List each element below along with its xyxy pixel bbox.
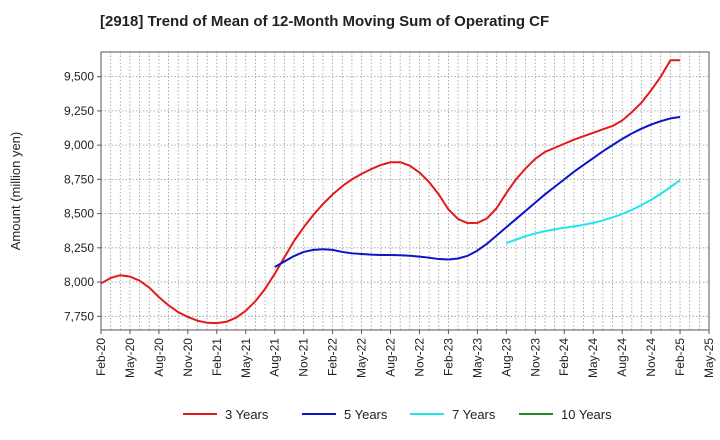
- series-line-7-years: [505, 179, 681, 244]
- x-tick-label: Feb-22: [326, 338, 340, 376]
- x-tick-label: Feb-21: [210, 338, 224, 376]
- y-tick-label: 7,750: [64, 309, 94, 323]
- y-tick-label: 8,250: [64, 241, 94, 255]
- series-line-3-years: [100, 59, 681, 325]
- legend-label: 3 Years: [225, 407, 269, 422]
- legend: 3 Years 5 Years 7 Years 10 Years: [183, 407, 612, 422]
- x-tick-label: May-20: [123, 338, 137, 378]
- y-axis: 7,750 8,000 8,250 8,500 8,750 9,000 9,250 9,500: [64, 70, 101, 323]
- legend-label: 7 Years: [452, 407, 496, 422]
- x-tick-label: Nov-21: [297, 338, 311, 377]
- x-tick-label: Nov-22: [412, 338, 426, 377]
- x-tick-label: May-24: [586, 338, 600, 378]
- legend-label: 10 Years: [561, 407, 612, 422]
- x-tick-label: May-23: [470, 338, 484, 378]
- y-tick-label: 8,000: [64, 275, 94, 289]
- x-tick-label: Nov-24: [644, 338, 658, 377]
- x-tick-label: May-22: [355, 338, 369, 378]
- chart-title: [2918] Trend of Mean of 12-Month Moving …: [100, 13, 549, 30]
- x-tick-label: Feb-24: [557, 338, 571, 376]
- x-tick-label: Feb-25: [673, 338, 687, 376]
- x-axis: Feb-20 May-20 Aug-20 Nov-20 Feb-21 May-21 Aug-…: [94, 330, 716, 378]
- x-tick-label: Aug-21: [268, 338, 282, 377]
- y-axis-label: Amount (million yen): [8, 132, 23, 251]
- y-tick-label: 9,000: [64, 138, 94, 152]
- y-tick-label: 9,500: [64, 70, 94, 84]
- x-tick-label: May-21: [239, 338, 253, 378]
- plot-area: [100, 51, 710, 331]
- y-tick-label: 8,500: [64, 207, 94, 221]
- x-tick-label: Nov-20: [181, 338, 195, 377]
- series-lines: [100, 59, 681, 325]
- x-tick-label: Aug-23: [499, 338, 513, 377]
- x-tick-label: Aug-24: [615, 338, 629, 377]
- x-tick-label: May-25: [702, 338, 716, 378]
- grid-lines: [100, 52, 710, 330]
- series-line-5-years: [274, 116, 681, 268]
- x-tick-label: Aug-22: [384, 338, 398, 377]
- x-tick-label: Feb-23: [441, 338, 455, 376]
- x-tick-label: Feb-20: [94, 338, 108, 376]
- legend-label: 5 Years: [344, 407, 388, 422]
- x-tick-label: Nov-23: [528, 338, 542, 377]
- y-tick-label: 8,750: [64, 172, 94, 186]
- x-tick-label: Aug-20: [152, 338, 166, 377]
- y-tick-label: 9,250: [64, 104, 94, 118]
